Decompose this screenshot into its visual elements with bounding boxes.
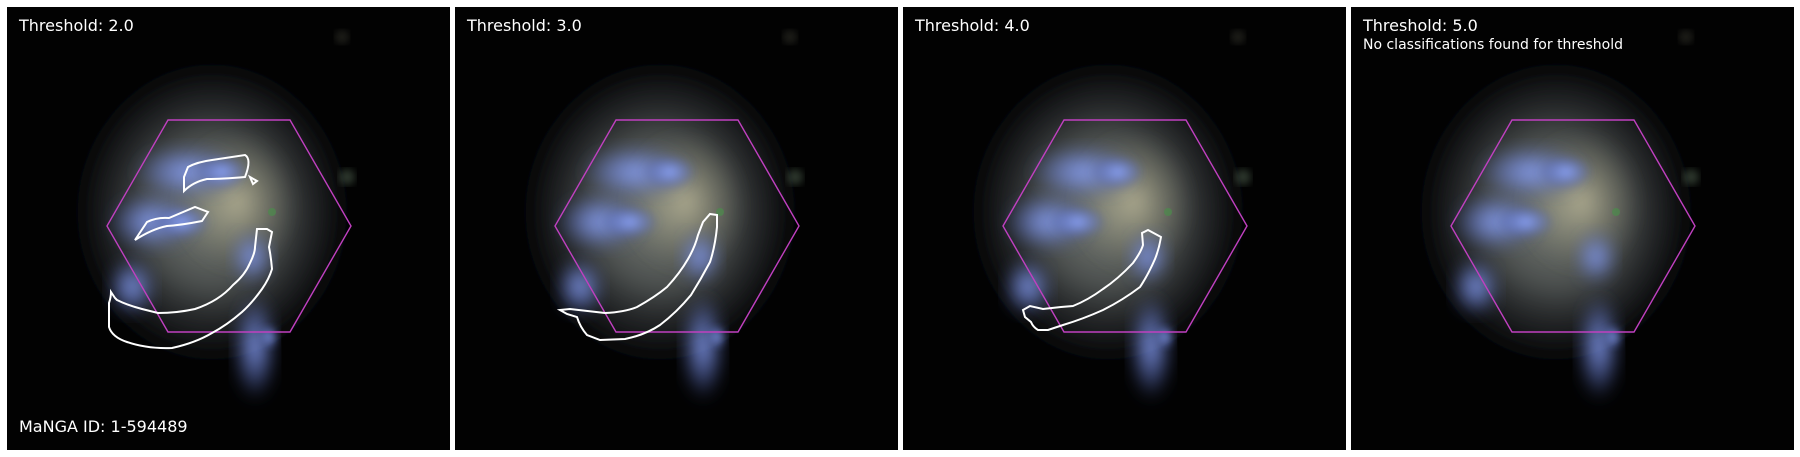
no-classifications-note: No classifications found for threshold	[1363, 37, 1623, 53]
contour-upper	[183, 153, 250, 194]
contour-lower	[108, 228, 274, 350]
contour-arc	[1021, 228, 1163, 331]
region-contours	[1021, 228, 1163, 331]
manga-id-label: MaNGA ID: 1-594489	[19, 417, 188, 436]
region-contours	[556, 212, 718, 342]
galaxy-image	[1351, 7, 1794, 450]
threshold-label: Threshold: 2.0	[19, 16, 134, 35]
contour-arc	[556, 212, 718, 342]
panel-threshold-5: Threshold: 5.0 No classifications found …	[1351, 7, 1794, 450]
panel-threshold-2: Threshold: 2.0 MaNGA ID: 1-594489	[7, 7, 450, 450]
galaxy-image	[455, 7, 898, 450]
region-contours	[108, 153, 274, 350]
contour-small	[247, 174, 259, 186]
galaxy-image	[903, 7, 1346, 450]
panel-threshold-4: Threshold: 4.0	[903, 7, 1346, 450]
threshold-label: Threshold: 3.0	[467, 16, 582, 35]
threshold-label: Threshold: 5.0	[1363, 16, 1478, 35]
contour-middle	[134, 205, 210, 241]
galaxy-image	[7, 7, 450, 450]
panel-threshold-3: Threshold: 3.0	[455, 7, 898, 450]
threshold-label: Threshold: 4.0	[915, 16, 1030, 35]
